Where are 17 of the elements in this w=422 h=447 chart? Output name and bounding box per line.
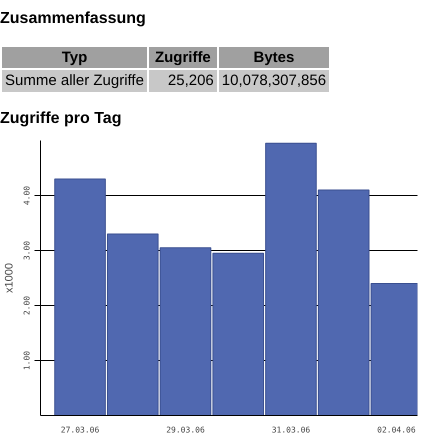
- y-tick-label: 1.00: [22, 350, 32, 370]
- text: 10,078,307,856: [218, 70, 330, 92]
- text: Zusammenfassung: [0, 9, 147, 29]
- y-tick-label: 2.00: [22, 296, 32, 316]
- text: Zugriffe: [148, 46, 217, 68]
- x-tick-label: 31.03.06: [272, 426, 310, 434]
- text: 25,206: [148, 70, 217, 92]
- x-tick-label: 02.04.06: [377, 426, 416, 434]
- text: Summe aller Zugriffe: [2, 70, 147, 92]
- text: Bytes: [218, 46, 330, 68]
- chart-title: Zugriffe pro Tag: [0, 108, 122, 129]
- x-tick-label: 27.03.06: [60, 426, 100, 434]
- y-tick-label: 3.00: [22, 240, 32, 260]
- text: Typ: [2, 46, 147, 68]
- x-tick-label: 29.03.06: [166, 426, 205, 434]
- y-tick-label: 4.00: [22, 186, 32, 206]
- y-axis-title: x1000: [4, 263, 16, 293]
